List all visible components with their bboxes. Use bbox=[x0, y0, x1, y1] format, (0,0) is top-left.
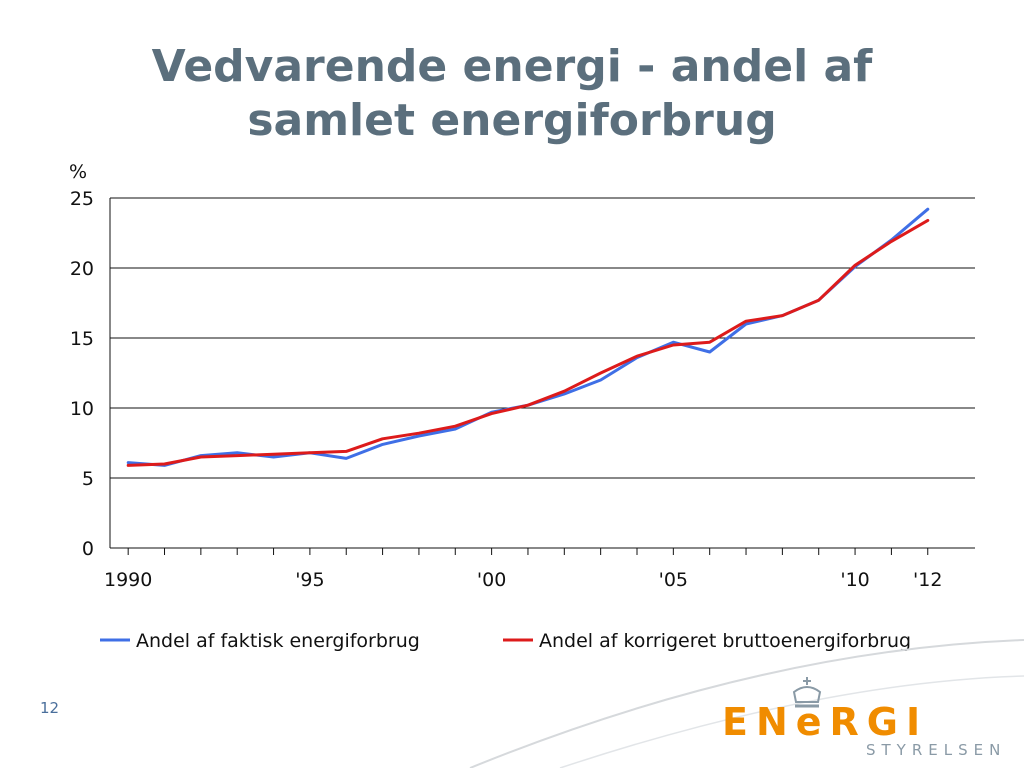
slide-title-line-2: samlet energiforbrug bbox=[247, 95, 777, 146]
x-tick-label-2000: '00 bbox=[477, 569, 506, 591]
legend-label-2: Andel af korrigeret bruttoenergiforbrug bbox=[539, 630, 911, 652]
x-tick-label-1990: 1990 bbox=[104, 569, 152, 591]
y-tick-label-25: 25 bbox=[70, 188, 94, 210]
y-tick-label-5: 5 bbox=[82, 468, 94, 490]
legend: Andel af faktisk energiforbrug Andel af k… bbox=[100, 630, 911, 652]
crown-icon bbox=[792, 677, 822, 708]
legend-label-1: Andel af faktisk energiforbrug bbox=[136, 630, 420, 652]
page-number: 12 bbox=[40, 699, 60, 717]
slide-title-line-1: Vedvarende energi - andel af bbox=[151, 41, 873, 92]
y-tick-label-10: 10 bbox=[70, 398, 94, 420]
logo-subtitle: STYRELSEN bbox=[866, 741, 1007, 759]
y-axis-label: % bbox=[69, 161, 87, 183]
series-lines bbox=[126, 207, 930, 467]
x-tick-label-2005: '05 bbox=[659, 569, 688, 591]
slide-title: Vedvarende energi - andel af samlet ener… bbox=[60, 40, 964, 148]
x-tick-label-2012: '12 bbox=[913, 569, 942, 591]
gridlines bbox=[110, 197, 975, 479]
y-tick-label-0: 0 bbox=[82, 538, 94, 560]
y-tick-label-15: 15 bbox=[70, 328, 94, 350]
logo-wordmark: ENeRGI bbox=[722, 700, 929, 744]
x-tick-label-2010: '10 bbox=[840, 569, 869, 591]
y-tick-label-20: 20 bbox=[70, 258, 94, 280]
series-line-2 bbox=[126, 218, 930, 467]
axes: 0 5 10 15 20 25% 1990 '95 '00 '05 '10 '12 bbox=[69, 161, 975, 591]
x-tick-label-1995: '95 bbox=[295, 569, 324, 591]
